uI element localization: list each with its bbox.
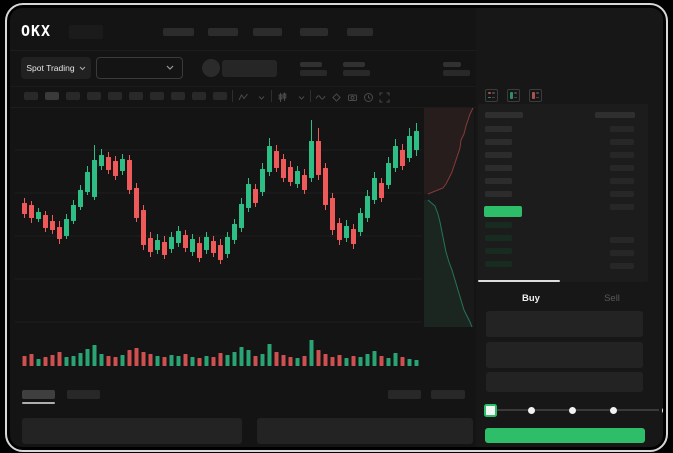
order-book-header-amount [595,112,635,118]
chart-bottom-action[interactable] [431,390,465,399]
pair-coin-icon [202,59,220,77]
ask-amount-row[interactable] [610,126,634,132]
buy-confirm-button[interactable] [485,428,645,443]
device-bezel [5,3,668,452]
zigzag-icon[interactable] [238,90,249,101]
nav-item-placeholder[interactable] [163,28,194,36]
ask-amount-row[interactable] [610,152,634,158]
timeframe-button[interactable] [213,92,227,100]
chart-bottom-tab-active[interactable] [22,390,55,399]
app-window: OKX Spot Trading [10,8,663,447]
expand-icon[interactable] [379,90,390,103]
bid-amount-row[interactable] [610,250,634,256]
nav-item-placeholder[interactable] [300,28,328,36]
bid-price-row[interactable] [485,248,512,254]
ask-amount-row[interactable] [610,139,634,145]
logo-adjacent-placeholder [69,25,103,39]
percent-slider-stop[interactable] [610,407,617,414]
chevron-down-icon [166,65,174,70]
order-price-input[interactable] [486,311,643,337]
ask-price-row[interactable] [485,165,512,171]
book-sell-view-icon[interactable] [529,89,542,102]
ask-price-row[interactable] [485,178,512,184]
ask-price-row[interactable] [485,126,512,132]
bid-price-row[interactable] [485,261,512,267]
book-split-view-icon[interactable] [485,89,498,102]
tab-sell[interactable]: Sell [572,289,652,307]
tag-icon[interactable] [331,90,342,102]
percent-slider-stop[interactable] [662,407,663,414]
ask-amount-row[interactable] [610,178,634,184]
order-total-input[interactable] [486,372,643,392]
wave-icon[interactable] [315,90,326,101]
nav-item-placeholder[interactable] [347,28,373,36]
market-type-dropdown[interactable]: Spot Trading [21,57,91,79]
book-buy-view-icon[interactable] [507,89,520,102]
ask-amount-row[interactable] [610,191,634,197]
tab-sell-label: Sell [604,292,620,304]
timeframe-button-active[interactable] [45,92,59,100]
timeframe-button[interactable] [192,92,206,100]
timeframe-button[interactable] [87,92,101,100]
nav-divider [10,50,663,51]
timeframe-button[interactable] [66,92,80,100]
chevron-down-icon [79,66,85,70]
market-type-label: Spot Trading [26,63,75,73]
ask-price-row[interactable] [485,191,512,197]
bid-amount-row[interactable] [610,237,634,243]
last-price-highlight[interactable] [484,206,522,217]
nav-item-placeholder[interactable] [208,28,238,36]
buy-tab-indicator [478,280,560,282]
candlestick-chart[interactable] [15,108,475,370]
percent-slider-stop[interactable] [569,407,576,414]
timeframe-button[interactable] [108,92,122,100]
chart-bottom-tab-underline [22,402,55,404]
ask-price-row[interactable] [485,152,512,158]
bid-amount-row[interactable] [610,263,634,269]
toolbar-bottom-divider [10,107,477,108]
chevron-down-icon[interactable] [296,90,307,101]
pair-selector-dropdown[interactable] [96,57,183,79]
camera-icon[interactable] [347,90,358,101]
okx-logo: OKX [21,22,52,40]
chart-bottom-tab[interactable] [67,390,100,399]
subheader-divider [10,86,663,87]
ask-amount-row[interactable] [610,204,634,210]
timeframe-button[interactable] [129,92,143,100]
toolbar-divider [232,90,233,102]
ask-amount-row[interactable] [610,165,634,171]
timeframe-button[interactable] [171,92,185,100]
candles-icon[interactable] [277,90,288,102]
chevron-down-icon[interactable] [256,90,267,101]
percent-slider-handle[interactable] [484,404,497,417]
timeframe-button[interactable] [24,92,38,100]
tab-buy-label: Buy [522,292,540,304]
bottom-panel-right[interactable] [257,418,473,444]
last-price-placeholder [222,60,277,77]
tab-buy[interactable]: Buy [491,289,571,307]
percent-slider-stop[interactable] [528,407,535,414]
timeframe-button[interactable] [150,92,164,100]
order-amount-input[interactable] [486,342,643,368]
toolbar-divider [271,90,272,102]
bottom-panel-left[interactable] [22,418,242,444]
toolbar-divider [310,90,311,102]
chart-bottom-action[interactable] [388,390,421,399]
bid-price-row[interactable] [485,235,512,241]
clock-icon[interactable] [363,90,374,102]
order-book-header-price [485,112,523,118]
bid-price-row[interactable] [485,222,512,228]
ask-price-row[interactable] [485,139,512,145]
nav-item-placeholder[interactable] [253,28,282,36]
